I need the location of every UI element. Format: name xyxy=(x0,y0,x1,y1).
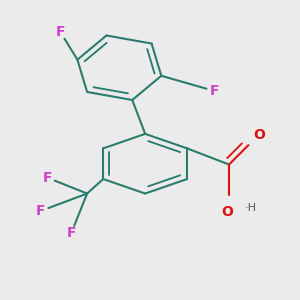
Text: F: F xyxy=(43,171,52,185)
Text: O: O xyxy=(253,128,265,142)
Text: F: F xyxy=(66,226,76,240)
Text: O: O xyxy=(221,205,233,219)
Text: F: F xyxy=(56,25,65,39)
Text: F: F xyxy=(209,84,219,98)
Text: F: F xyxy=(36,204,46,218)
Text: ·H: ·H xyxy=(245,203,257,213)
